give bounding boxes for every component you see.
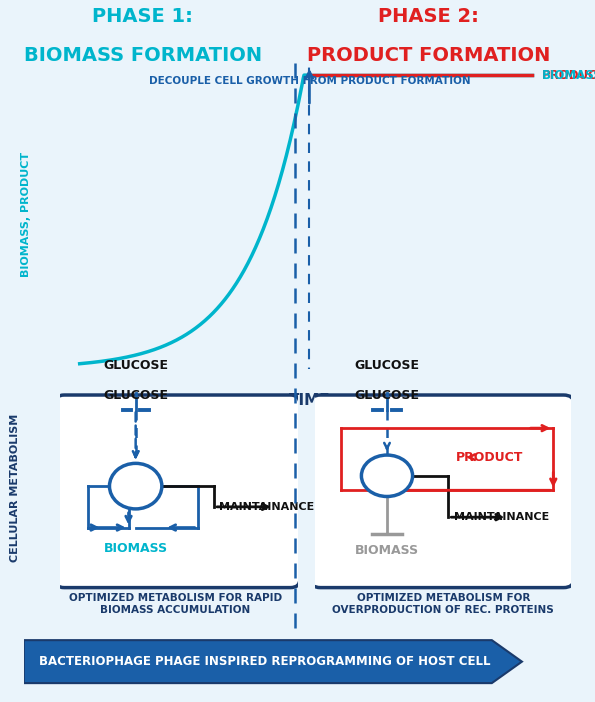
Text: BIOMASS: BIOMASS bbox=[541, 69, 595, 81]
Text: OPTIMIZED METABOLISM FOR RAPID
BIOMASS ACCUMULATION: OPTIMIZED METABOLISM FOR RAPID BIOMASS A… bbox=[69, 593, 282, 615]
Text: BIOMASS, PRODUCT: BIOMASS, PRODUCT bbox=[21, 152, 32, 277]
Text: BACTERIOPHAGE PHAGE INSPIRED REPROGRAMMING OF HOST CELL: BACTERIOPHAGE PHAGE INSPIRED REPROGRAMMI… bbox=[39, 655, 490, 668]
Text: PRODUCT: PRODUCT bbox=[541, 69, 595, 81]
Circle shape bbox=[361, 455, 412, 496]
Text: BIOMASS FORMATION: BIOMASS FORMATION bbox=[24, 46, 262, 65]
FancyArrow shape bbox=[24, 640, 522, 683]
Text: GLUCOSE: GLUCOSE bbox=[103, 359, 168, 372]
Text: MAINTAINANCE: MAINTAINANCE bbox=[453, 512, 549, 522]
Text: GLUCOSE: GLUCOSE bbox=[355, 389, 419, 402]
FancyBboxPatch shape bbox=[55, 395, 300, 588]
Text: BIOMASS: BIOMASS bbox=[355, 544, 419, 557]
Text: PRODUCT FORMATION: PRODUCT FORMATION bbox=[306, 46, 550, 65]
Text: PHASE 2:: PHASE 2: bbox=[378, 7, 479, 26]
Text: PHASE 1:: PHASE 1: bbox=[92, 7, 193, 26]
Text: BIOMASS: BIOMASS bbox=[104, 542, 168, 555]
FancyBboxPatch shape bbox=[310, 395, 574, 588]
Text: DECOUPLE CELL GROWTH FROM PRODUCT FORMATION: DECOUPLE CELL GROWTH FROM PRODUCT FORMAT… bbox=[149, 77, 470, 86]
Text: TIME: TIME bbox=[289, 393, 330, 409]
Text: GLUCOSE: GLUCOSE bbox=[103, 389, 168, 402]
Text: CELLULAR METABOLISM: CELLULAR METABOLISM bbox=[10, 413, 20, 562]
Circle shape bbox=[109, 463, 162, 509]
Text: MAINTAINANCE: MAINTAINANCE bbox=[219, 502, 314, 512]
Text: GLUCOSE: GLUCOSE bbox=[355, 359, 419, 372]
Text: OPTIMIZED METABOLISM FOR
OVERPRODUCTION OF REC. PROTEINS: OPTIMIZED METABOLISM FOR OVERPRODUCTION … bbox=[333, 593, 554, 615]
Text: PRODUCT: PRODUCT bbox=[456, 451, 523, 463]
